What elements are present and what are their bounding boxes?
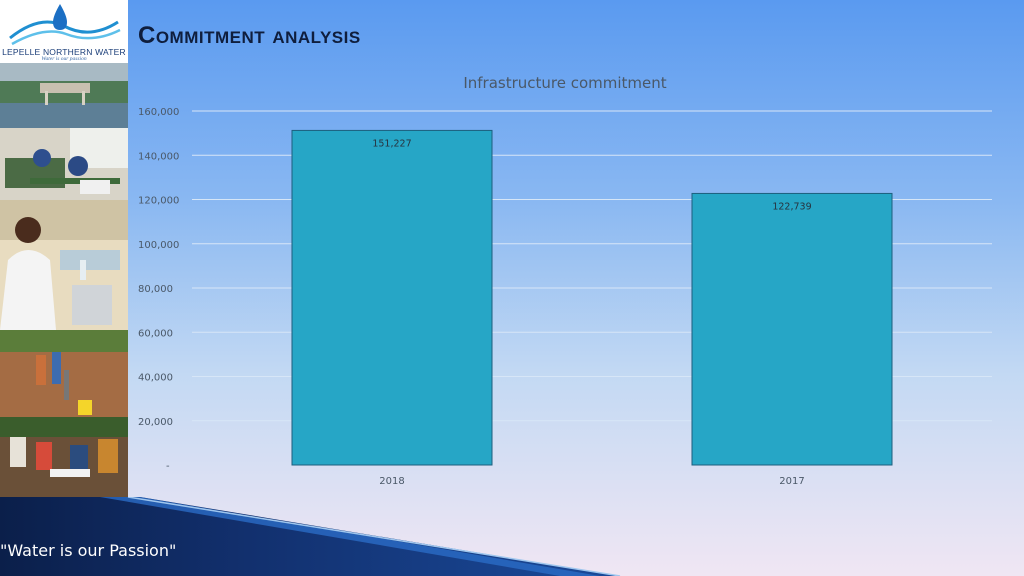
bar-chart: - 20,000 40,000 60,000 80,000 100,000 120,000 1… — [138, 107, 992, 487]
laboratory-photo — [0, 200, 128, 330]
pump-station-photo — [0, 128, 128, 200]
footer-banner — [0, 497, 621, 576]
logo-tagline: Water is our passion — [41, 56, 87, 62]
data-label: 122,739 — [772, 201, 811, 212]
y-tick-label: 120,000 — [138, 196, 179, 207]
bar — [691, 192, 893, 466]
data-label: 151,227 — [372, 138, 411, 149]
community-meeting-photo — [0, 417, 128, 497]
dam-photo — [0, 63, 128, 128]
sidebar-photo-strip: LEPELLE NORTHERN WATER Water is our pass… — [0, 0, 128, 497]
page-title: Commitment analysis — [138, 22, 361, 49]
logo-company-name: LEPELLE NORTHERN WATER — [2, 47, 126, 57]
water-drop-logo-icon — [9, 4, 121, 46]
footer-motto: "Water is our Passion" — [0, 541, 177, 560]
y-tick-label: 40,000 — [138, 373, 173, 384]
chart-title: Infrastructure commitment — [463, 74, 667, 92]
y-tick-label: 80,000 — [138, 284, 173, 295]
y-tick-label: 100,000 — [138, 240, 179, 251]
y-tick-label: - — [166, 461, 170, 472]
y-tick-label: 60,000 — [138, 328, 173, 339]
company-logo: LEPELLE NORTHERN WATER Water is our pass… — [0, 0, 128, 63]
x-tick-label: 2018 — [379, 476, 404, 487]
community-pump-photo — [0, 330, 128, 417]
y-tick-label: 160,000 — [138, 107, 179, 118]
y-tick-label: 20,000 — [138, 417, 173, 428]
bar — [291, 129, 493, 466]
x-tick-label: 2017 — [779, 476, 804, 487]
y-tick-label: 140,000 — [138, 151, 179, 162]
